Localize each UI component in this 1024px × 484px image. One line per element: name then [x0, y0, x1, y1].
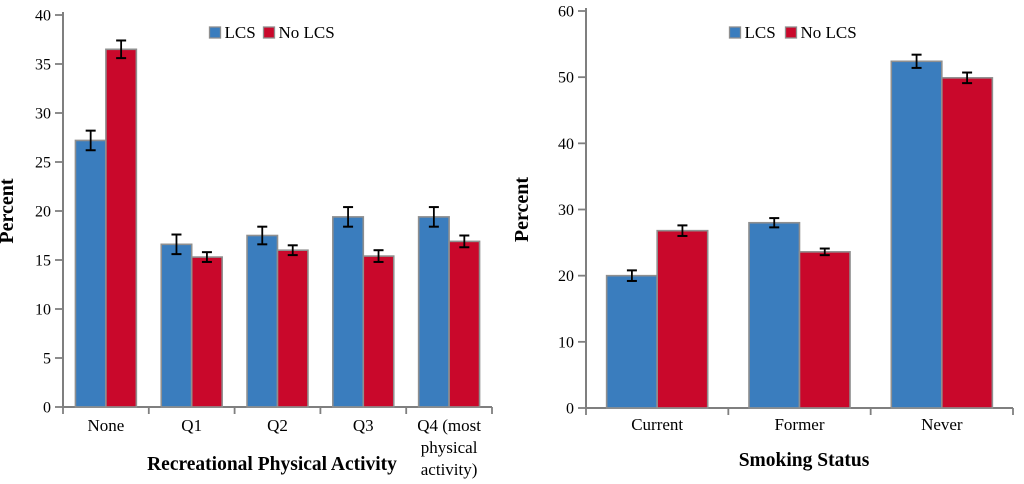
error-bar — [343, 206, 354, 228]
error-bar — [962, 71, 973, 85]
error-bar — [287, 244, 298, 257]
y-tick-label: 50 — [558, 70, 574, 87]
y-tick-label: 20 — [558, 268, 574, 285]
legend-label: LCS — [225, 23, 256, 42]
bar-lcs-4 — [417, 216, 450, 408]
error-bar — [428, 206, 439, 228]
y-axis-title: Percent — [0, 178, 18, 243]
x-category-label: Current — [631, 415, 683, 434]
x-category-label: Former — [774, 415, 824, 434]
bar-no-lcs-1 — [798, 251, 851, 409]
bar-lcs-1 — [160, 243, 193, 408]
y-tick-label: 30 — [558, 202, 574, 219]
bar-lcs-0 — [605, 274, 658, 409]
x-category-label: Q1 — [181, 416, 202, 435]
legend-label: No LCS — [279, 23, 335, 42]
bar-no-lcs-0 — [656, 229, 709, 409]
error-bar — [911, 53, 922, 69]
error-bar — [626, 269, 637, 282]
y-tick-label: 20 — [35, 204, 51, 221]
error-bar — [116, 39, 127, 60]
y-axis-title: Percent — [512, 177, 533, 242]
bar-lcs-2 — [246, 234, 279, 408]
error-bar — [769, 217, 780, 229]
x-category-label: Q3 — [353, 416, 374, 435]
bar-no-lcs-2 — [276, 249, 309, 408]
y-tick-label: 10 — [35, 302, 51, 319]
x-category-label: Q2 — [267, 416, 288, 435]
bar-no-lcs-3 — [362, 255, 395, 408]
legend-swatch-lcs — [208, 26, 222, 39]
x-axis-title: Smoking Status — [739, 450, 870, 471]
error-bar — [201, 251, 212, 263]
bar-no-lcs-1 — [190, 256, 223, 408]
x-category-label: None — [87, 416, 124, 435]
x-axis-title: Recreational Physical Activity — [147, 454, 397, 475]
y-tick-label: 30 — [35, 106, 51, 123]
error-bar — [257, 225, 268, 246]
error-bar — [677, 224, 688, 237]
y-tick-label: 15 — [35, 253, 51, 270]
bar-no-lcs-2 — [941, 77, 994, 409]
y-tick-label: 0 — [43, 400, 51, 417]
y-tick-label: 40 — [35, 8, 51, 25]
legend-label: LCS — [745, 23, 776, 42]
bar-no-lcs-0 — [105, 48, 138, 408]
y-tick-label: 10 — [558, 334, 574, 351]
bar-lcs-1 — [748, 221, 801, 409]
error-bar — [459, 234, 470, 249]
y-tick-label: 5 — [43, 351, 51, 368]
x-category-label: physical — [421, 438, 478, 457]
legend-swatch-no-lcs — [784, 26, 798, 39]
error-bar — [373, 249, 384, 263]
bar-no-lcs-4 — [448, 240, 481, 408]
error-bar — [171, 233, 182, 256]
smoking-status-panel: 0 10 20 30 40 50 60 Current Former Never LCS No LCS… — [512, 0, 1024, 484]
bar-lcs-2 — [890, 60, 943, 409]
smoking-status-bar-chart: 0 10 20 30 40 50 60 Current Former Never LCS No LCS… — [512, 4, 1014, 471]
physical-activity-bar-chart: 0 5 10 15 20 25 30 35 40 None Q1 Q2 Q3 Q4 (most physic… — [0, 8, 493, 479]
physical-activity-panel: 0 5 10 15 20 25 30 35 40 None Q1 Q2 Q3 Q4 (most physic… — [0, 8, 493, 479]
legend-label: No LCS — [801, 23, 857, 42]
y-tick-label: 0 — [566, 401, 574, 418]
error-bar — [819, 247, 830, 257]
bar-lcs-0 — [74, 139, 107, 408]
x-category-label: Never — [921, 415, 963, 434]
y-tick-label: 60 — [558, 4, 574, 21]
bar-lcs-3 — [332, 216, 365, 408]
y-tick-label: 25 — [35, 155, 51, 172]
y-tick-label: 40 — [558, 136, 574, 153]
legend-swatch-no-lcs — [262, 26, 276, 39]
legend-swatch-lcs — [728, 26, 742, 39]
y-tick-label: 35 — [35, 57, 51, 74]
x-category-label: activity) — [421, 460, 478, 479]
error-bar — [85, 129, 96, 152]
x-category-label: Q4 (most — [417, 416, 481, 435]
